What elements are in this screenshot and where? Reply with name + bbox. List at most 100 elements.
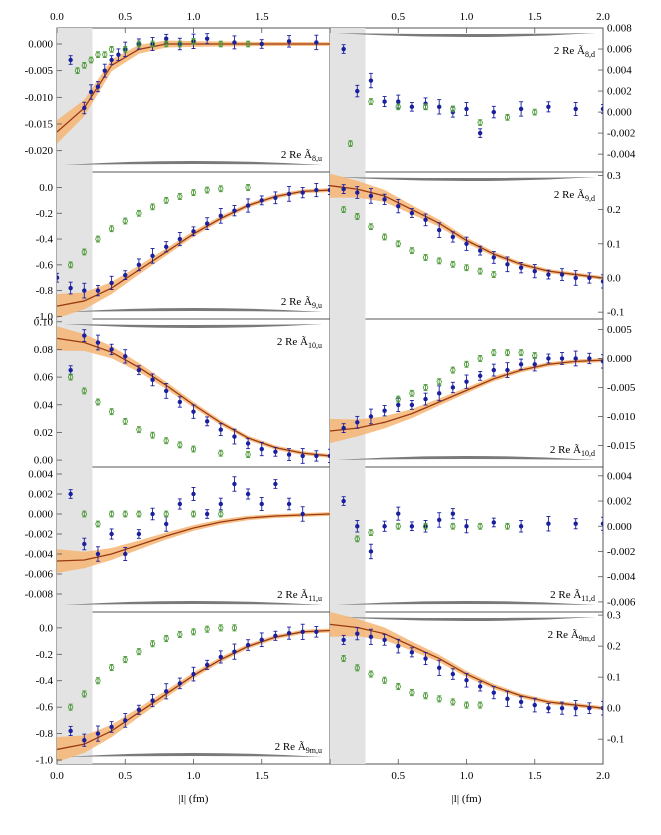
panel-A8d: 0.008 0.006 0.004 0.002 0.000 -0.002 -0.004 2 R… [330, 23, 636, 172]
panel-label: 2 Re Ã8,d [554, 45, 595, 59]
y-tick-label: -0.020 [25, 145, 54, 157]
data-point-green [395, 396, 401, 402]
x-tick-label-top: 1.5 [255, 11, 269, 23]
data-point-blue [341, 425, 346, 431]
x-tick-label-bottom: 0.5 [391, 770, 405, 782]
data-point-green [354, 536, 360, 542]
data-point-blue [327, 187, 330, 193]
data-point-blue [150, 253, 155, 259]
data-point-blue [245, 642, 251, 648]
y-tick-label: -0.010 [25, 92, 54, 104]
data-point-blue [164, 689, 169, 694]
data-point-green [204, 187, 210, 193]
data-point-green [163, 41, 169, 47]
data-point-blue [518, 106, 524, 112]
systematic-band [336, 601, 597, 605]
data-point-blue [218, 427, 223, 432]
data-point-green [395, 104, 401, 110]
data-point-green [491, 271, 497, 278]
data-point-green [231, 625, 238, 631]
y-tick-label: 0.004 [28, 469, 53, 481]
panel-label: 2 Re Ã10,u [277, 336, 322, 350]
y-tick-label: 0.02 [34, 427, 53, 439]
data-point-green [149, 204, 156, 210]
data-point-blue [464, 241, 469, 246]
data-point-blue [273, 481, 278, 487]
panel-label-sub: 11,u [308, 594, 322, 603]
data-point-green [450, 523, 456, 529]
y-tick-label: -0.005 [25, 65, 54, 77]
data-point-green [68, 262, 74, 268]
fit-error-band [57, 628, 330, 762]
data-point-green [368, 224, 374, 230]
y-tick-label: 0.04 [34, 399, 54, 411]
data-point-blue [150, 698, 155, 703]
data-point-blue [491, 255, 496, 260]
data-point-blue [177, 501, 183, 507]
data-point-blue [123, 354, 128, 359]
data-point-blue [218, 654, 223, 660]
y-tick-label: 0.000 [28, 509, 53, 521]
data-point-blue [396, 99, 401, 104]
data-point-blue [218, 501, 223, 507]
data-point-blue [109, 280, 114, 286]
panel-label: 2 Re Ã10,d [550, 444, 595, 458]
fit-line [57, 513, 330, 562]
panel-A9md-plot-area [330, 612, 603, 764]
data-point-blue [409, 524, 415, 529]
data-point-blue [273, 633, 278, 638]
y-tick-label: -0.1 [607, 307, 624, 319]
data-point-green [95, 521, 101, 527]
panel-label-sub: 11,d [581, 594, 595, 603]
data-point-blue [587, 356, 592, 361]
data-point-blue [409, 402, 415, 408]
data-point-blue [477, 248, 483, 253]
y-tick-label: 0.0 [607, 703, 621, 715]
data-point-blue [600, 521, 603, 526]
x-tick-label-top: 0.5 [118, 11, 132, 23]
y-tick-label: -0.8 [36, 728, 54, 740]
x-tick-label-bottom: 1.0 [460, 770, 474, 782]
data-point-blue [450, 671, 456, 677]
data-point-green [532, 352, 538, 359]
data-point-blue [259, 446, 264, 452]
data-point-green [136, 41, 142, 47]
data-point-blue [423, 656, 428, 661]
data-point-green [450, 106, 456, 112]
data-point-blue [95, 288, 101, 293]
panel-A8u-plot-area [57, 28, 330, 172]
data-point-blue [82, 738, 87, 743]
systematic-band [336, 456, 597, 460]
data-point-blue [368, 193, 374, 199]
x-tick-label-bottom: 1.5 [255, 770, 269, 782]
data-point-green [218, 625, 224, 631]
data-point-blue [491, 520, 496, 525]
data-point-blue [300, 511, 305, 517]
data-point-blue [68, 728, 73, 734]
data-point-green [422, 384, 429, 391]
panel-A9mu: 0.0 -0.2 -0.4 -0.6 -0.8 -1.0 2 Re Ã9m,u [36, 612, 330, 767]
panel-label-sub: 10,d [581, 449, 595, 458]
panel-label-main: 2 Re Ã [281, 149, 312, 161]
data-point-green [422, 254, 429, 261]
data-point-blue [518, 362, 524, 367]
y-tick-label: -0.010 [607, 411, 636, 423]
data-point-green [122, 418, 128, 425]
data-point-blue [164, 521, 169, 527]
data-point-blue [573, 275, 578, 281]
data-point-green [190, 189, 197, 196]
data-point-blue [532, 268, 537, 274]
y-tick-label: 0.006 [607, 44, 632, 56]
panel-A10u: 0.10 0.08 0.06 0.04 0.02 0.00 2 Re Ã10,u [34, 316, 330, 467]
data-point-green [504, 114, 511, 120]
panel-label: 2 Re Ã9m,u [275, 741, 322, 755]
y-tick-label: 0.1 [607, 238, 621, 250]
data-point-blue [164, 388, 169, 394]
y-tick-label: -0.015 [25, 119, 54, 131]
panel-label-sub: 9,u [312, 301, 322, 310]
y-tick-label: 0.000 [607, 107, 632, 119]
panel-label-main: 2 Re Ã [554, 189, 585, 201]
data-point-blue [273, 449, 278, 454]
data-point-green [477, 119, 483, 126]
data-point-green [122, 46, 128, 52]
